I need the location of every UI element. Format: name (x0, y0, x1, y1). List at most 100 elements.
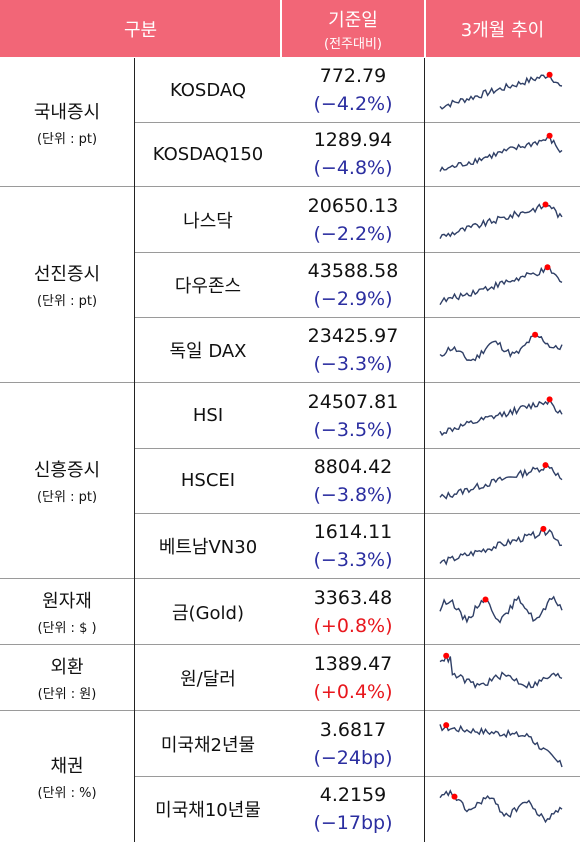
header-divider (424, 0, 426, 57)
sparkline-path (439, 595, 563, 624)
row-change-text: (−4.2%) (313, 93, 393, 115)
sparkline (439, 264, 563, 306)
row-name-text: 독일 DAX (169, 340, 247, 362)
sparkline-path (439, 134, 563, 172)
group-name: 신흥증시 (33, 460, 101, 481)
row-name: 미국채10년물 (135, 776, 281, 841)
sparkline-path (439, 789, 563, 824)
group-unit: (단위 : 원) (37, 687, 97, 702)
sparkline-path (439, 266, 563, 306)
row-name: 미국채2년물 (135, 711, 281, 776)
row-name: HSCEI (135, 448, 281, 513)
row-name-text: 미국채10년물 (155, 799, 261, 821)
row-divider (135, 448, 580, 449)
group-unit: (단위 : pt) (36, 131, 98, 147)
row-name: 다우존스 (135, 252, 281, 317)
row-name: 베트남VN30 (135, 513, 281, 578)
group-bond: 채권 (단위 : %) (0, 711, 134, 841)
row-name-text: 나스닥 (183, 210, 233, 232)
sparkline-peak-marker (542, 201, 549, 208)
group-name: 원자재 (42, 591, 92, 612)
row-value-text: 3363.48 (313, 586, 393, 609)
row-value-text: 43588.58 (307, 259, 399, 282)
row-value-text: 1614.11 (313, 520, 393, 543)
group-fx: 외환 (단위 : 원) (0, 645, 134, 710)
header-category-label: 구분 (123, 19, 158, 41)
sparkline-peak-marker (482, 596, 489, 603)
row-change-text: (−3.3%) (313, 352, 393, 375)
sparkline-path (439, 527, 563, 566)
sparkline-path (439, 653, 563, 689)
sparkline-path (439, 334, 563, 362)
column-divider (134, 58, 135, 842)
group-name: 채권 (50, 755, 84, 777)
row-value: 43588.58 (−2.9%) (281, 252, 425, 317)
sparkline (439, 652, 563, 689)
row-value: 1614.11 (−3.3%) (281, 513, 425, 578)
group-divider (0, 382, 580, 383)
row-value-text: 8804.42 (313, 455, 393, 478)
row-divider (135, 513, 580, 514)
row-value-text: 772.79 (319, 65, 387, 87)
sparkline (439, 201, 563, 239)
sparkline-peak-marker (546, 396, 553, 403)
row-value: 8804.42 (−3.8%) (281, 448, 425, 513)
header-value-label: 기준일 (328, 9, 378, 31)
group-name: 선진증시 (33, 264, 101, 285)
sparkline (439, 462, 563, 500)
sparkline-peak-marker (443, 722, 450, 729)
group-unit: (단위 : %) (37, 785, 97, 801)
header-value-sublabel: (전주대비) (324, 36, 382, 52)
header-trend: 3개월 추이 (425, 0, 580, 57)
row-value: 3363.48 (+0.8%) (281, 579, 425, 644)
row-divider (135, 122, 580, 123)
group-divider (0, 710, 580, 711)
row-change-text: (−24bp) (313, 746, 393, 769)
row-value-text: 3.6817 (319, 718, 387, 741)
group-commodity: 원자재 (단위 : $ ) (0, 579, 134, 644)
sparkline-peak-marker (544, 264, 551, 271)
sparkline-path (439, 464, 563, 500)
row-name: KOSDAQ150 (135, 122, 281, 186)
sparkline-peak-marker (451, 793, 458, 800)
sparkline (439, 525, 563, 566)
group-unit: (단위 : $ ) (37, 621, 97, 636)
row-value-text: 4.2159 (319, 783, 387, 806)
group-divider (0, 578, 580, 579)
row-change-text: (+0.4%) (313, 680, 393, 703)
header-divider (280, 0, 282, 57)
sparkline-peak-marker (546, 71, 553, 78)
row-value: 23425.97 (−3.3%) (281, 317, 425, 382)
row-change-text: (−3.8%) (313, 483, 393, 506)
row-name: 원/달러 (135, 645, 281, 710)
sparkline-path (439, 203, 563, 239)
row-value-text: 1389.47 (313, 652, 393, 675)
group-unit: (단위 : pt) (36, 294, 98, 309)
row-value-text: 24507.81 (307, 390, 399, 413)
group-divider (0, 644, 580, 645)
row-divider (135, 252, 580, 253)
row-change-text: (−4.8%) (313, 157, 393, 179)
sparkline (439, 132, 563, 172)
row-value-text: 23425.97 (307, 324, 399, 347)
group-emerging: 신흥증시 (단위 : pt) (0, 383, 134, 578)
group-developed: 선진증시 (단위 : pt) (0, 187, 134, 382)
row-value-text: 20650.13 (307, 194, 399, 217)
sparkline-peak-marker (542, 462, 549, 469)
row-name: 나스닥 (135, 187, 281, 252)
row-name-text: HSCEI (180, 470, 236, 491)
group-name: 국내증시 (33, 101, 101, 123)
sparkline (439, 71, 563, 110)
row-name-text: KOSDAQ (169, 79, 247, 101)
row-change-text: (−17bp) (313, 811, 393, 834)
row-name-text: 금(Gold) (172, 602, 244, 624)
header-category: 구분 (0, 0, 281, 57)
row-change-text: (−3.5%) (313, 418, 393, 441)
sparkline-path (439, 73, 563, 110)
row-change-text: (−2.2%) (313, 222, 393, 245)
row-name-text: 다우존스 (174, 275, 242, 297)
row-value-text: 1289.94 (313, 129, 393, 151)
row-name: HSI (135, 383, 281, 448)
sparkline-peak-marker (540, 525, 547, 532)
group-divider (0, 186, 580, 187)
